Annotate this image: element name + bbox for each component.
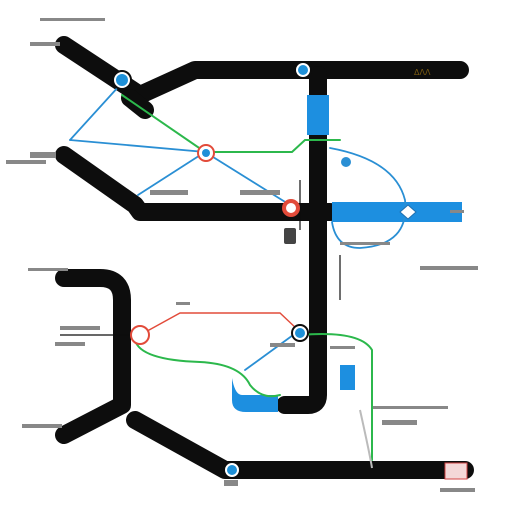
diamond-marker-icon xyxy=(399,204,417,220)
road-top-diagonal xyxy=(55,36,469,104)
road-mid-diagonal xyxy=(55,146,339,221)
pin-marker-icon xyxy=(282,199,300,244)
top-right-code-label: ΔΛΛ xyxy=(414,68,431,77)
water-block-small xyxy=(340,365,355,390)
station-marker-icon xyxy=(341,157,351,167)
station-marker-icon xyxy=(112,70,132,90)
sign-marker-icon xyxy=(444,462,468,480)
water-areas xyxy=(232,95,462,412)
road-lower-diagonal xyxy=(126,411,474,479)
tiny-labels xyxy=(6,18,478,492)
location-dot-icon xyxy=(130,325,150,345)
thin-roads xyxy=(60,180,341,336)
water-block-bottom xyxy=(232,378,278,412)
route-green xyxy=(121,94,373,461)
station-marker-icon xyxy=(223,461,241,479)
route-red xyxy=(139,312,299,336)
markers xyxy=(112,61,468,480)
location-dot-icon xyxy=(197,144,215,162)
road-vertical-main xyxy=(276,66,327,414)
water-block-right xyxy=(332,202,462,222)
water-block-top xyxy=(307,95,329,135)
station-marker-icon xyxy=(291,324,309,342)
road-left-hook xyxy=(55,269,131,444)
route-grey-arc xyxy=(359,409,373,469)
station-marker-icon xyxy=(294,61,312,79)
